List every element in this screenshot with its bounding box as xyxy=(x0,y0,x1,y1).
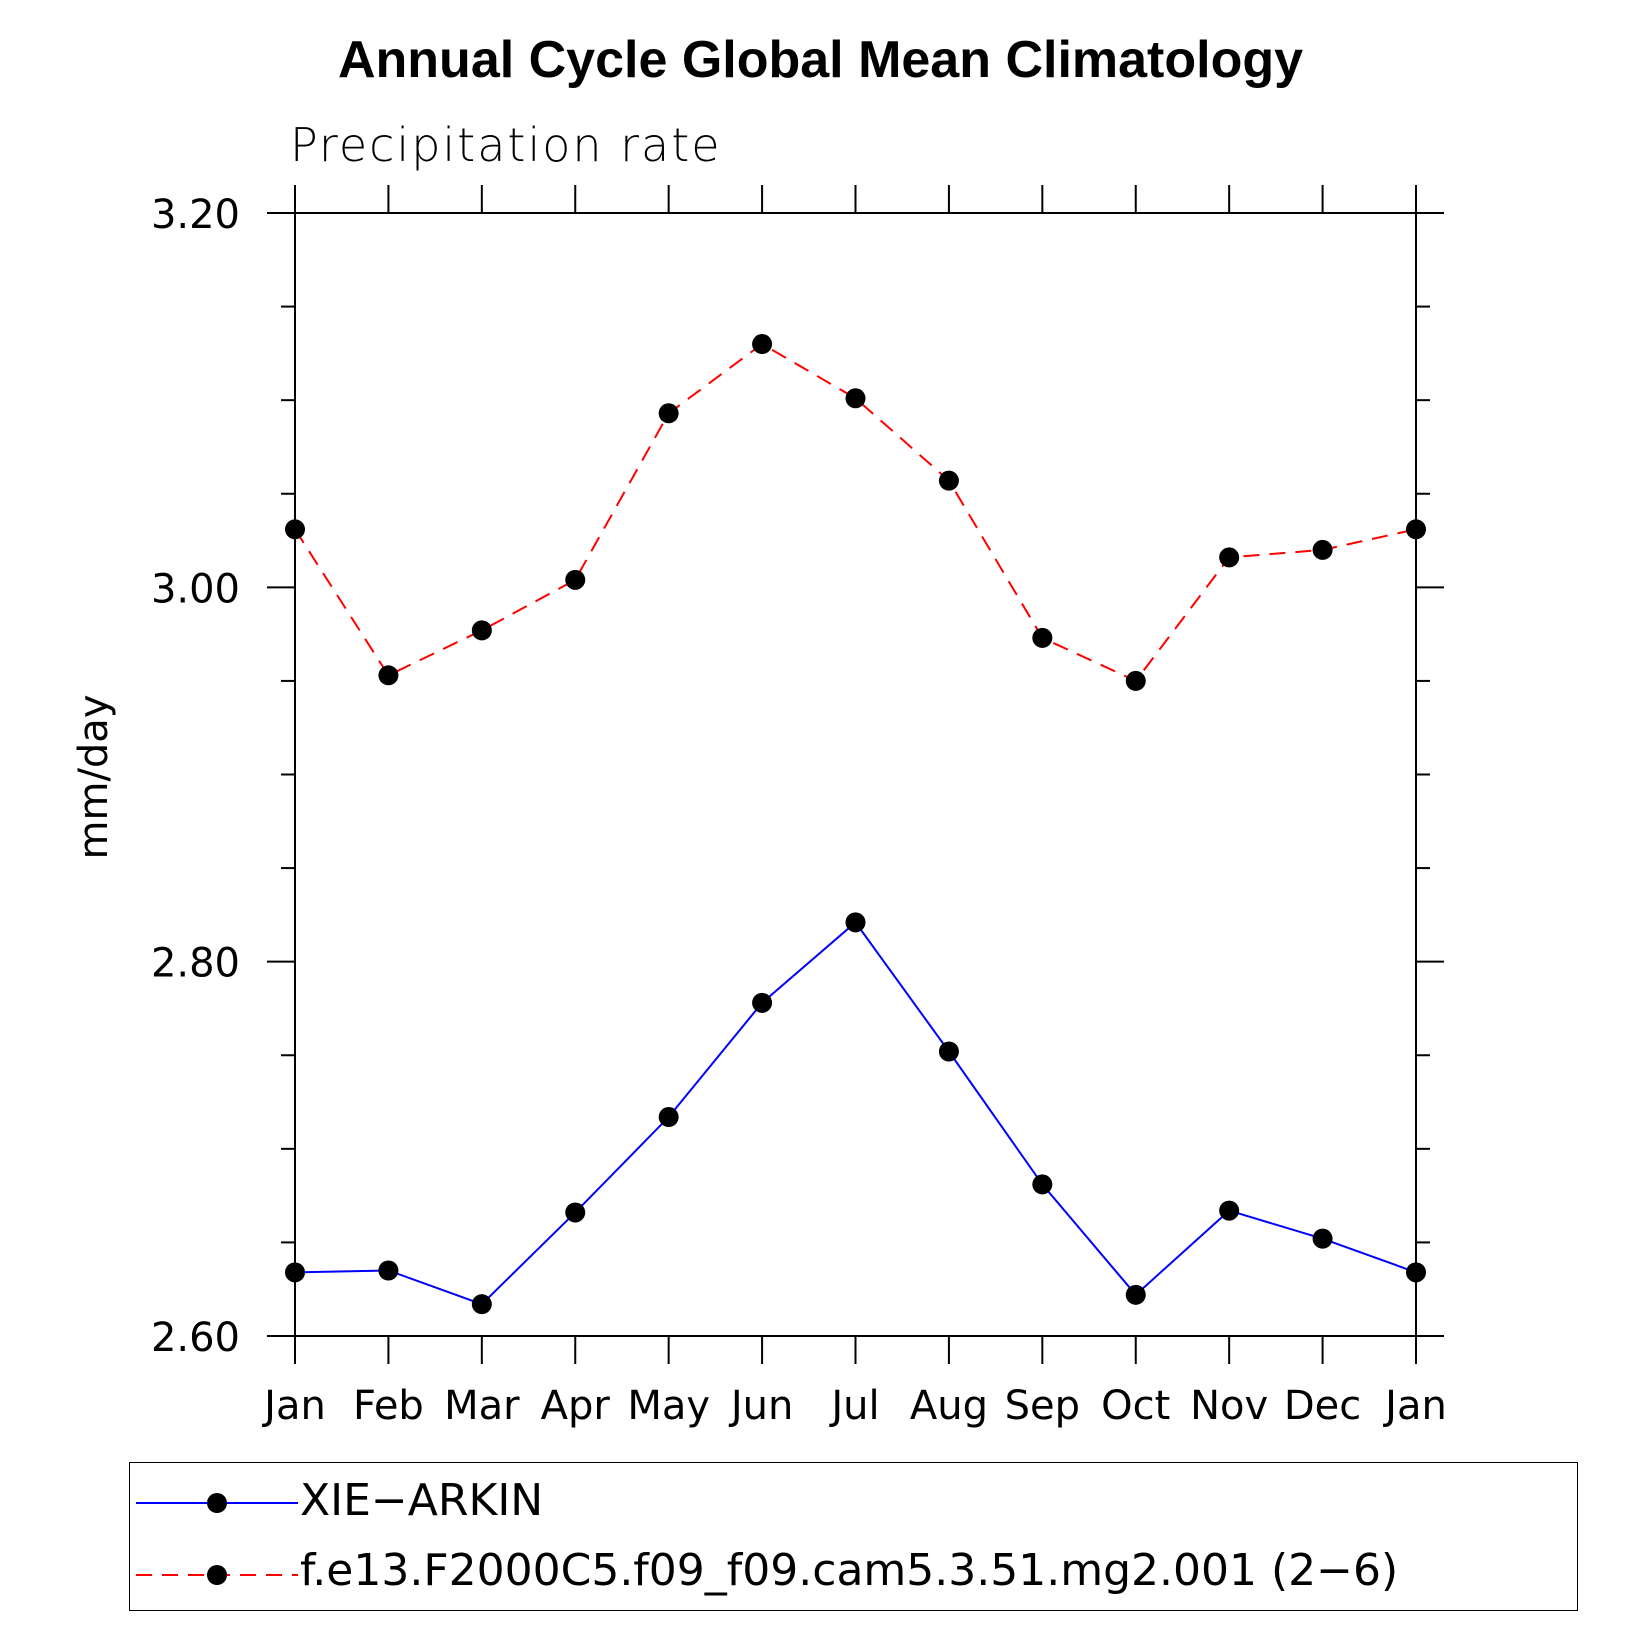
legend-label-1: f.e13.F2000C5.f09_f09.cam5.3.51.mg2.001 … xyxy=(300,1545,1399,1596)
x-tick-label: Oct xyxy=(1101,1383,1170,1429)
data-point-1 xyxy=(565,569,586,590)
series-layer xyxy=(285,334,1426,1315)
y-axis-label: mm/day xyxy=(71,695,117,860)
data-point-0 xyxy=(471,1294,492,1315)
data-point-1 xyxy=(658,403,679,424)
x-tick-label: Jan xyxy=(261,1383,326,1429)
x-tick-label: Jul xyxy=(828,1383,879,1429)
data-point-1 xyxy=(285,519,305,540)
x-tick-label: Dec xyxy=(1284,1383,1361,1429)
x-tick-label: Nov xyxy=(1190,1383,1268,1429)
data-point-1 xyxy=(845,388,866,409)
y-tick-label: 3.20 xyxy=(151,192,240,238)
data-point-0 xyxy=(378,1260,399,1281)
legend-label-0: XIE−ARKIN xyxy=(300,1475,544,1526)
data-point-0 xyxy=(565,1202,586,1223)
data-point-1 xyxy=(471,620,492,641)
data-point-0 xyxy=(658,1107,679,1128)
data-point-1 xyxy=(1406,519,1426,540)
data-point-1 xyxy=(1032,627,1053,648)
x-tick-label: Aug xyxy=(910,1383,988,1429)
data-point-0 xyxy=(845,912,866,933)
data-point-0 xyxy=(1032,1174,1053,1195)
legend: XIE−ARKIN f.e13.F2000C5.f09_f09.cam5.3.5… xyxy=(129,1462,1578,1611)
legend-swatch-0 xyxy=(136,1493,298,1513)
data-point-0 xyxy=(285,1262,305,1283)
legend-item-1: f.e13.F2000C5.f09_f09.cam5.3.51.mg2.001 … xyxy=(130,1539,1577,1609)
data-point-0 xyxy=(938,1041,959,1062)
x-tick-label: Mar xyxy=(444,1383,520,1429)
data-point-0 xyxy=(752,992,773,1013)
x-tick-label: Sep xyxy=(1005,1383,1080,1429)
data-point-0 xyxy=(1312,1228,1333,1249)
plot-frame xyxy=(294,212,1417,1337)
data-point-1 xyxy=(1312,539,1333,560)
y-tick-label: 2.60 xyxy=(151,1315,240,1361)
data-point-1 xyxy=(1219,547,1240,568)
legend-swatch-1 xyxy=(136,1565,298,1585)
data-point-0 xyxy=(1125,1284,1146,1305)
y-tick-label: 2.80 xyxy=(151,941,240,987)
chart-subtitle: Precipitation rate xyxy=(290,118,722,172)
x-tick-label: Apr xyxy=(541,1383,611,1429)
x-tick-label: May xyxy=(627,1383,710,1429)
data-point-1 xyxy=(752,334,773,355)
tick-labels: Jan Feb Mar Apr May Jun Jul Aug Sep Oct Nov Dec Jan 2… xyxy=(151,192,1447,1429)
legend-item-0: XIE−ARKIN xyxy=(130,1467,1577,1537)
x-tick-label: Jun xyxy=(728,1383,794,1429)
data-point-1 xyxy=(378,665,399,686)
data-point-1 xyxy=(1125,670,1146,691)
y-tick-label: 3.00 xyxy=(151,566,240,612)
x-tick-label: Feb xyxy=(353,1383,424,1429)
chart-title: Annual Cycle Global Mean Climatology xyxy=(337,31,1304,89)
data-point-1 xyxy=(938,470,959,491)
data-point-0 xyxy=(1406,1262,1426,1283)
x-tick-label: Jan xyxy=(1382,1383,1447,1429)
series-line-0 xyxy=(294,920,1417,1306)
data-point-0 xyxy=(1219,1200,1240,1221)
axes xyxy=(267,185,1444,1364)
